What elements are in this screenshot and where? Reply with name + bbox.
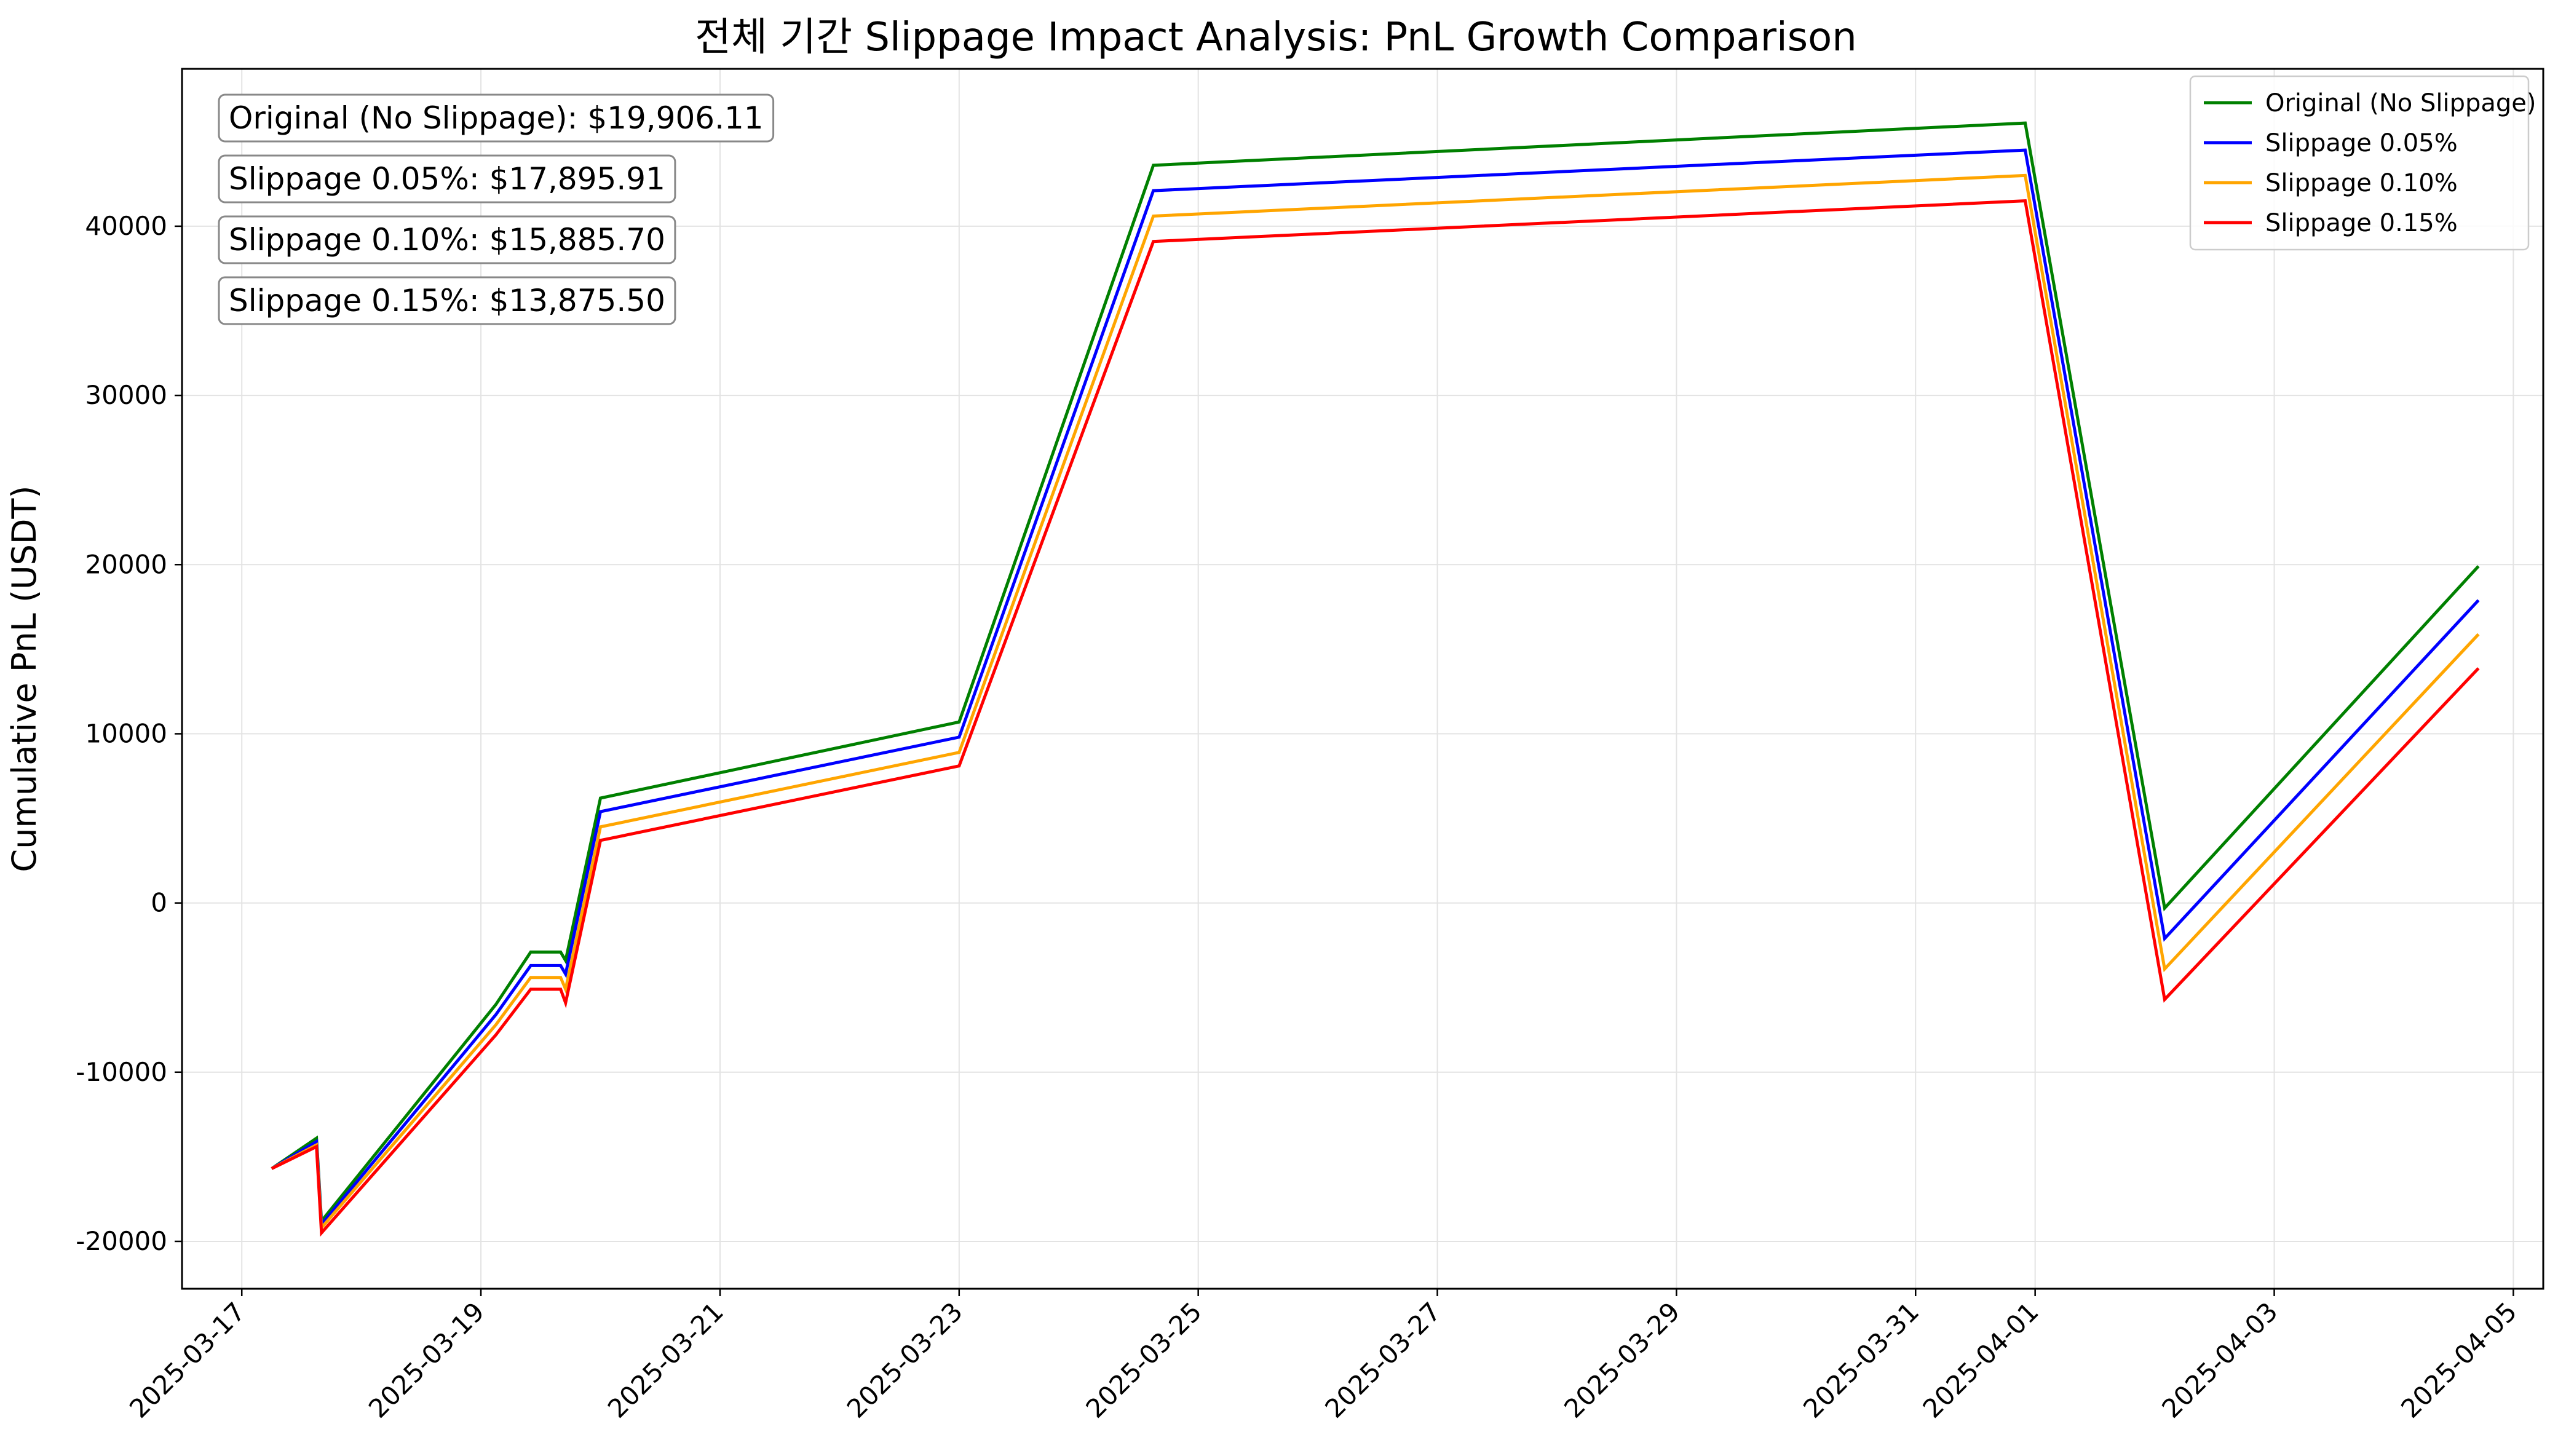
legend-frame [2189, 75, 2530, 251]
x-tick-label: 2025-03-19 [363, 1296, 490, 1423]
chart-title: 전체 기간 Slippage Impact Analysis: PnL Grow… [695, 15, 1857, 60]
y-tick-label: 10000 [85, 718, 167, 748]
final-value-annotations: Original (No Slippage): $19,906.11 Slippa… [218, 93, 775, 325]
annotation-frame [218, 93, 775, 143]
y-tick-label: -20000 [76, 1226, 167, 1256]
y-tick-label: 40000 [85, 211, 167, 241]
series-lines [271, 121, 2480, 1237]
legend-label: Original (No Slippage) [2265, 89, 2536, 117]
y-tick-label: -10000 [76, 1057, 167, 1087]
legend: Original (No Slippage) Slippage 0.05% Slip… [2189, 75, 2536, 251]
legend-label: Slippage 0.15% [2265, 209, 2458, 237]
series-line-3 [271, 199, 2480, 1237]
annotation-frame [218, 276, 676, 325]
y-tick-label: 0 [151, 888, 167, 918]
annotation-box: Original (No Slippage): $19,906.11 [218, 93, 775, 143]
grid-lines [182, 69, 2543, 1289]
annotation-frame [218, 215, 676, 264]
x-tick-label: 2025-03-21 [602, 1296, 729, 1423]
y-axis-label: Cumulative PnL (USDT) [5, 486, 44, 872]
y-tick-label: 20000 [85, 549, 167, 579]
annotation-text: Slippage 0.10%: $15,885.70 [229, 222, 665, 258]
x-tick-label: 2025-03-31 [1797, 1296, 1925, 1423]
x-tick-label: 2025-03-25 [1080, 1296, 1207, 1423]
annotation-text: Slippage 0.05%: $17,895.91 [229, 161, 665, 197]
x-tick-label: 2025-03-29 [1558, 1296, 1685, 1423]
annotation-text: Slippage 0.15%: $13,875.50 [229, 283, 665, 318]
x-tick-label: 2025-04-05 [2395, 1296, 2522, 1423]
legend-label: Slippage 0.10% [2265, 169, 2458, 197]
y-tick-label: 30000 [85, 380, 167, 410]
annotation-box: Slippage 0.15%: $13,875.50 [218, 276, 676, 325]
annotation-frame [218, 154, 676, 204]
x-tick-label: 2025-03-27 [1319, 1296, 1446, 1423]
legend-label: Slippage 0.05% [2265, 129, 2458, 157]
annotation-box: Slippage 0.10%: $15,885.70 [218, 215, 676, 264]
x-tick-label: 2025-04-01 [1917, 1296, 2044, 1423]
plot-frame [181, 68, 2544, 1290]
annotation-box: Slippage 0.05%: $17,895.91 [218, 154, 676, 204]
annotation-text: Original (No Slippage): $19,906.11 [229, 100, 764, 136]
x-tick-label: 2025-04-03 [2156, 1296, 2283, 1423]
x-tick-label: 2025-03-23 [841, 1296, 968, 1423]
x-tick-label: 2025-03-17 [124, 1296, 251, 1423]
series-line-2 [271, 173, 2480, 1232]
